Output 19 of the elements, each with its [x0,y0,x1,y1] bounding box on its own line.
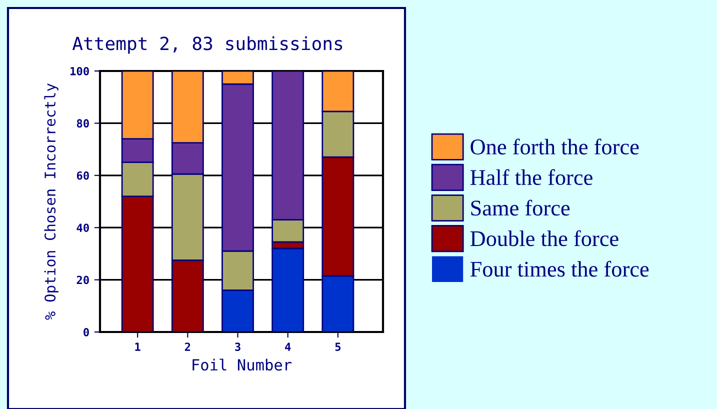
y-tick-label: 20 [76,276,89,284]
x-tick-label: 2 [184,342,190,351]
legend-label: Double the force [470,230,618,246]
x-tick-label: 1 [135,342,140,351]
legend-label: One forth the force [470,138,639,154]
y-tick-label: 40 [76,224,89,232]
x-tick-label: 4 [285,342,291,351]
y-tick-label: 60 [76,171,89,180]
x-axis-title: Foil Number [192,358,292,371]
y-tick-label: 0 [84,328,89,336]
legend-label: Same force [471,200,570,216]
y-axis-title: % Option Chosen Incorrectly [44,84,58,320]
x-tick-label: 3 [235,342,240,352]
y-tick-label: 80 [76,119,89,128]
x-tick-label: 5 [335,342,341,352]
legend-label: Four times the force [470,260,649,277]
legend-label: Half the force [470,169,592,186]
chart-title: Attempt 2, 83 submissions [72,36,342,54]
y-tick-label: 100 [70,66,89,76]
